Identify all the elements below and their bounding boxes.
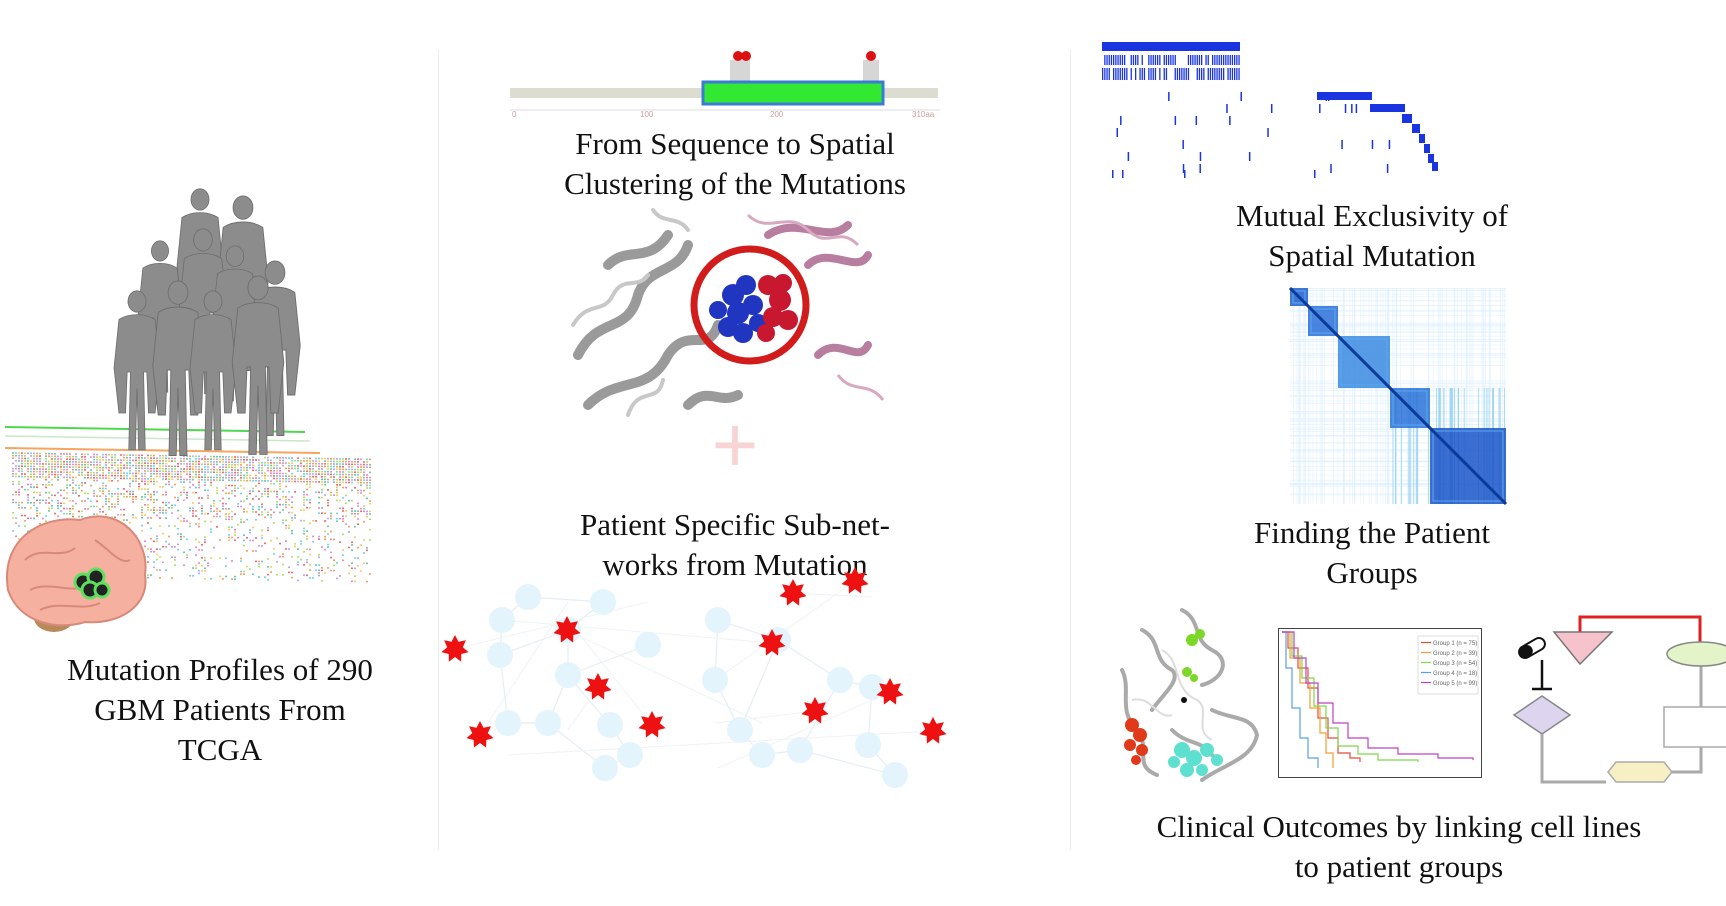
protein-domain — [701, 80, 885, 106]
network-node — [487, 642, 513, 668]
mutation-tracks — [4, 426, 371, 583]
patient-silhouettes-icon — [113, 188, 301, 456]
mutual-exclusivity-caption: Mutual Exclusivity of Spatial Mutation — [1197, 196, 1547, 276]
protein-structure-image — [568, 205, 888, 425]
axis-tick-label: 200 — [770, 110, 784, 119]
network-node — [617, 742, 643, 768]
axis-tick-label: 0 — [512, 110, 517, 119]
network-node — [882, 762, 908, 788]
survival-curve — [1282, 631, 1361, 762]
drug-pill-icon — [1518, 637, 1546, 659]
pathway-diagram — [1512, 615, 1726, 784]
network-node — [535, 710, 561, 736]
consensus-heatmap — [1288, 286, 1508, 506]
mutated-node-star-icon — [466, 721, 494, 748]
oncoprint-matrix — [1102, 42, 1438, 178]
left-caption: Mutation Profiles of 290 GBM Patients Fr… — [20, 650, 420, 770]
mutated-node-star-icon — [584, 673, 612, 700]
mutated-node-star-icon — [638, 711, 666, 738]
network-edge — [567, 644, 649, 676]
caption-line: Mutual Exclusivity of — [1235, 198, 1509, 233]
caption-line: Finding the Patient — [1254, 515, 1490, 550]
network-node — [635, 632, 661, 658]
protein-groups-structure — [1120, 608, 1260, 782]
clinical-outcomes-caption: Clinical Outcomes by linking cell lines … — [1092, 807, 1706, 887]
caption-line: Spatial Mutation — [1268, 238, 1476, 273]
network-node — [495, 710, 521, 736]
middle-panel: 0 100 200 310aa From Sequence to Spatial… — [440, 0, 1070, 906]
patient-groups-caption: Finding the Patient Groups — [1197, 513, 1547, 593]
network-node — [555, 662, 581, 688]
caption-line: to patient groups — [1294, 849, 1504, 884]
network-node — [597, 712, 623, 738]
axis-tick-label: 100 — [640, 110, 654, 119]
network-node — [749, 742, 775, 768]
survival-curve — [1282, 631, 1319, 768]
mutation-cluster-icon — [690, 245, 810, 365]
mutated-node-star-icon — [919, 717, 947, 744]
divider-left — [438, 50, 439, 850]
caption-line: TCGA — [177, 732, 263, 767]
axis-tick-label: 310aa — [912, 110, 935, 119]
network-node — [705, 607, 731, 633]
legend-entry: Group 5 (n = 99) — [1433, 681, 1477, 687]
mutated-node-star-icon — [841, 567, 869, 594]
mutated-node-star-icon — [758, 629, 786, 656]
legend-entry: Group 2 (n = 39) — [1433, 651, 1477, 657]
network-node — [592, 755, 618, 781]
brain-icon — [5, 515, 147, 632]
caption-line: Clinical Outcomes by linking cell lines — [1156, 809, 1642, 844]
caption-line: From Sequence to Spatial — [575, 126, 895, 161]
survival-curve — [1282, 631, 1334, 768]
mutated-node-star-icon — [441, 635, 469, 662]
mutated-node-star-icon — [801, 697, 829, 724]
subnetwork-caption: Patient Specific Sub-net- works from Mut… — [475, 505, 995, 585]
caption-line: Patient Specific Sub-net- — [580, 507, 890, 542]
network-node — [515, 584, 541, 610]
network-node — [727, 717, 753, 743]
network-node — [827, 667, 853, 693]
network-node — [702, 667, 728, 693]
network-edge — [799, 749, 896, 776]
plus-symbol: + — [711, 400, 759, 489]
network-node — [787, 737, 813, 763]
caption-line: Mutation Profiles of 290 — [67, 652, 373, 687]
caption-line: works from Mutation — [602, 547, 868, 582]
network-node — [590, 589, 616, 615]
survival-curve — [1282, 631, 1419, 762]
sequence-caption: From Sequence to Spatial Clustering of t… — [475, 124, 995, 204]
left-panel: Mutation Profiles of 290 GBM Patients Fr… — [0, 0, 430, 906]
network-node — [489, 607, 515, 633]
survival-curve — [1282, 631, 1474, 760]
network-node — [855, 732, 881, 758]
kaplan-meier-plot: Group 1 (n = 75) Group 2 (n = 39) Group 3 … — [1278, 628, 1482, 778]
mutation-track-graphic — [4, 188, 371, 632]
legend-entry: Group 1 (n = 75) — [1433, 641, 1477, 647]
caption-line: Groups — [1326, 555, 1418, 590]
legend-entry: Group 4 (n = 18) — [1433, 671, 1477, 677]
right-panel: Mutual Exclusivity of Spatial Mutation F… — [1072, 0, 1726, 906]
patient-subnetworks-graph — [441, 567, 947, 788]
caption-line: GBM Patients From — [94, 692, 346, 727]
caption-line: Clustering of the Mutations — [564, 166, 906, 201]
mutated-node-star-icon — [553, 616, 581, 643]
mutated-node-star-icon — [779, 579, 807, 606]
sequence-lollipop-plot: 0 100 200 310aa — [510, 51, 940, 119]
divider-right — [1070, 50, 1071, 850]
mutated-node-star-icon — [876, 678, 904, 705]
legend-entry: Group 3 (n = 54) — [1433, 661, 1477, 667]
